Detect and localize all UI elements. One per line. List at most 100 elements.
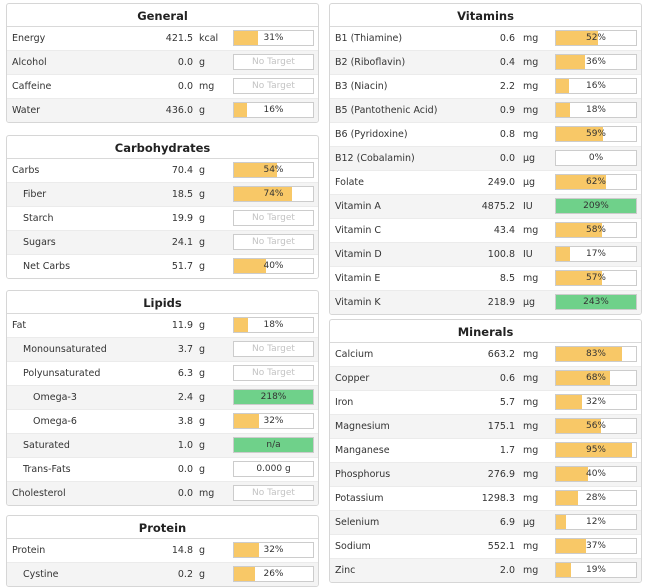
nutrient-row-b6-pyridoxine[interactable]: B6 (Pyridoxine) 0.8 mg 59% [330,123,641,147]
progress-text: 17% [585,249,606,259]
nutrient-row-zinc[interactable]: Zinc 2.0 mg 19% [330,559,641,582]
progress-text: 18% [263,320,284,330]
nutrient-row-cholesterol[interactable]: Cholesterol 0.0 mg No Target [7,482,318,505]
nutrient-row-vitamin-d[interactable]: Vitamin D 100.8 IU 17% [330,243,641,267]
nutrient-unit: g [199,213,206,224]
target-progress-bar: No Target [233,210,314,226]
progress-text: 31% [263,33,284,43]
nutrient-unit: mg [523,225,539,236]
nutrient-label: Cholesterol [12,488,66,499]
target-progress-bar: 16% [233,102,314,118]
nutrient-label: Phosphorus [335,469,391,480]
progress-text: No Target [252,213,295,223]
nutrient-row-omega-6[interactable]: Omega-6 3.8 g 32% [7,410,318,434]
nutrient-row-omega-3[interactable]: Omega-3 2.4 g 218% [7,386,318,410]
progress-text: No Target [252,81,295,91]
nutrient-row-trans-fats[interactable]: Trans-Fats 0.0 g 0.000 g [7,458,318,482]
nutrient-row-sugars[interactable]: Sugars 24.1 g No Target [7,231,318,255]
progress-text: 40% [263,261,284,271]
carbohydrates-panel: Carbohydrates Carbs 70.4 g 54% Fiber 18.5 g 74% S… [6,135,319,279]
nutrient-label: Folate [335,177,364,188]
nutrient-label: Cystine [23,569,59,580]
nutrient-row-water[interactable]: Water 436.0 g 16% [7,99,318,122]
nutrient-row-sodium[interactable]: Sodium 552.1 mg 37% [330,535,641,559]
nutrient-amount: 552.1 [487,541,515,552]
target-progress-bar: 40% [233,258,314,274]
nutrient-row-vitamin-k[interactable]: Vitamin K 218.9 µg 243% [330,291,641,314]
nutrient-label: Sodium [335,541,371,552]
nutrient-amount: 0.6 [499,373,515,384]
target-progress-bar: n/a [233,437,314,453]
nutrient-row-protein[interactable]: Protein 14.8 g 32% [7,539,318,563]
nutrient-row-phosphorus[interactable]: Phosphorus 276.9 mg 40% [330,463,641,487]
progress-fill [556,175,606,189]
nutrient-label: Fiber [23,189,47,200]
progress-fill [556,199,636,213]
nutrient-amount: 18.5 [171,189,193,200]
nutrient-row-magnesium[interactable]: Magnesium 175.1 mg 56% [330,415,641,439]
nutrient-row-vitamin-a[interactable]: Vitamin A 4875.2 IU 209% [330,195,641,219]
nutrient-label: Net Carbs [23,261,71,272]
nutrient-row-b1-thiamine[interactable]: B1 (Thiamine) 0.6 mg 52% [330,27,641,51]
nutrient-row-polyunsaturated[interactable]: Polyunsaturated 6.3 g No Target [7,362,318,386]
nutrient-row-fiber[interactable]: Fiber 18.5 g 74% [7,183,318,207]
nutrient-row-calcium[interactable]: Calcium 663.2 mg 83% [330,343,641,367]
progress-text: 243% [583,297,609,307]
nutrient-row-folate[interactable]: Folate 249.0 µg 62% [330,171,641,195]
progress-fill [234,438,313,452]
nutrient-row-iron[interactable]: Iron 5.7 mg 32% [330,391,641,415]
nutrient-row-net-carbs[interactable]: Net Carbs 51.7 g 40% [7,255,318,278]
target-progress-bar: 52% [555,30,637,46]
nutrient-row-b5-pantothenic-acid[interactable]: B5 (Pantothenic Acid) 0.9 mg 18% [330,99,641,123]
nutrient-unit: g [199,320,206,331]
nutrient-amount: 218.9 [487,297,515,308]
nutrient-row-vitamin-e[interactable]: Vitamin E 8.5 mg 57% [330,267,641,291]
nutrient-row-b12-cobalamin[interactable]: B12 (Cobalamin) 0.0 µg 0% [330,147,641,171]
nutrient-unit: mg [523,105,539,116]
nutrient-label: Magnesium [335,421,390,432]
nutrient-row-caffeine[interactable]: Caffeine 0.0 mg No Target [7,75,318,99]
nutrient-amount: 70.4 [171,165,193,176]
protein-panel: Protein Protein 14.8 g 32% Cystine 0.2 g 26% [6,515,319,587]
nutrient-unit: mg [523,81,539,92]
nutrient-label: B5 (Pantothenic Acid) [335,105,438,116]
nutrient-row-saturated[interactable]: Saturated 1.0 g n/a [7,434,318,458]
nutrient-amount: 663.2 [487,349,515,360]
nutrient-row-monounsaturated[interactable]: Monounsaturated 3.7 g No Target [7,338,318,362]
nutrient-amount: 436.0 [165,105,193,116]
nutrient-amount: 0.0 [499,153,515,164]
nutrient-unit: g [199,57,206,68]
nutrient-label: Potassium [335,493,384,504]
progress-text: No Target [252,368,295,378]
target-progress-bar: No Target [233,485,314,501]
target-progress-bar: 0.000 g [233,461,314,477]
nutrient-unit: mg [523,373,539,384]
nutrient-amount: 0.9 [499,105,515,116]
nutrient-unit: IU [523,201,533,212]
nutrient-row-starch[interactable]: Starch 19.9 g No Target [7,207,318,231]
progress-fill [556,295,636,309]
nutrient-unit: g [199,261,206,272]
target-progress-bar: 32% [233,413,314,429]
nutrient-row-manganese[interactable]: Manganese 1.7 mg 95% [330,439,641,463]
nutrient-row-vitamin-c[interactable]: Vitamin C 43.4 mg 58% [330,219,641,243]
target-progress-bar: 56% [555,418,637,434]
nutrient-row-energy[interactable]: Energy 421.5 kcal 31% [7,27,318,51]
lipids-panel: Lipids Fat 11.9 g 18% Monounsaturated 3.7 g No T… [6,290,319,506]
nutrient-row-copper[interactable]: Copper 0.6 mg 68% [330,367,641,391]
nutrient-row-b3-niacin[interactable]: B3 (Niacin) 2.2 mg 16% [330,75,641,99]
progress-fill [556,271,602,285]
nutrient-row-potassium[interactable]: Potassium 1298.3 mg 28% [330,487,641,511]
nutrient-label: B6 (Pyridoxine) [335,129,408,140]
target-progress-bar: 68% [555,370,637,386]
progress-text: 95% [585,445,606,455]
nutrient-row-selenium[interactable]: Selenium 6.9 µg 12% [330,511,641,535]
nutrient-row-alcohol[interactable]: Alcohol 0.0 g No Target [7,51,318,75]
nutrient-row-cystine[interactable]: Cystine 0.2 g 26% [7,563,318,586]
nutrient-amount: 0.0 [177,488,193,499]
nutrient-row-carbs[interactable]: Carbs 70.4 g 54% [7,159,318,183]
nutrient-row-fat[interactable]: Fat 11.9 g 18% [7,314,318,338]
nutrient-label: Copper [335,373,370,384]
nutrient-row-b2-riboflavin[interactable]: B2 (Riboflavin) 0.4 mg 36% [330,51,641,75]
progress-text: 12% [585,517,606,527]
